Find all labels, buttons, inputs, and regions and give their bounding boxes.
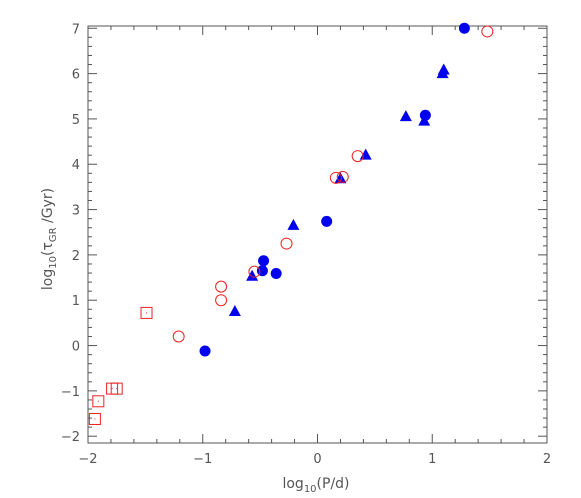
filled-circle-point [258,255,270,267]
x-tick-label: 0 [313,452,321,467]
y-label-prefix: log [40,269,56,290]
y-tick-label: −1 [61,385,80,400]
open-square-point [92,395,105,408]
x-tick-label: −2 [78,452,97,467]
filled-triangle-point [334,172,347,184]
filled-triangle-point [437,63,450,75]
y-tick-label: 6 [72,68,80,83]
filled-triangle-point [246,269,259,281]
x-tick-label: 2 [543,452,551,467]
y-tick-label: 0 [72,340,80,355]
data-markers [88,22,494,425]
y-tick-label: 2 [72,249,80,264]
y-label-suffix: /Gyr) [40,188,56,228]
y-label-subscript: 10 [48,256,59,269]
open-square-center-dot [116,388,118,390]
open-square-center-dot [146,312,148,314]
open-square-point [88,412,101,425]
filled-triangle-point [418,114,431,126]
y-tick-label: 3 [72,204,80,219]
x-axis-label: log10(P/d) [282,476,349,495]
x-tick-label: 1 [428,452,436,467]
y-tick-label: 1 [72,294,80,309]
plot-frame [87,25,548,444]
filled-circle-point [270,267,282,279]
y-tick-label: 5 [72,113,80,128]
open-square-center-dot [97,400,99,402]
open-circle-point [280,237,293,250]
open-square-point [140,306,153,319]
x-label-suffix: (P/d) [317,476,350,492]
x-label-subscript: 10 [304,484,317,495]
open-circle-point [481,25,494,38]
tick-labels: −2 −1 0 1 2 −2 −1 0 1 2 3 4 5 6 7 [61,22,551,467]
open-square-center-dot [94,418,96,420]
filled-triangle-point [359,148,372,160]
y-axis-label: log10(τGR /Gyr) [40,188,59,290]
y-label-subscript-2: GR [48,227,59,242]
open-square-point [110,382,123,395]
open-circle-point [336,170,349,183]
open-circle-point [329,171,342,184]
open-circle-point [248,265,261,278]
axis-ticks [87,26,548,443]
y-label-mid: (τ [40,242,56,256]
y-tick-label: −2 [61,430,80,445]
open-circle-point [172,330,185,343]
filled-triangle-point [287,218,300,230]
open-circle-point [215,294,228,307]
filled-circle-point [321,215,333,227]
filled-triangle-point [399,110,412,122]
open-square-center-dot [111,388,113,390]
open-circle-point [351,150,364,163]
x-label-prefix: log [282,476,303,492]
filled-triangle-point [228,305,241,317]
y-tick-label: 4 [72,158,80,173]
open-circle-point [215,280,228,293]
x-tick-label: −1 [193,452,212,467]
plot-axes [87,25,548,444]
y-tick-label: 7 [72,22,80,37]
filled-circle-point [458,22,470,34]
filled-circle-point [199,345,211,357]
